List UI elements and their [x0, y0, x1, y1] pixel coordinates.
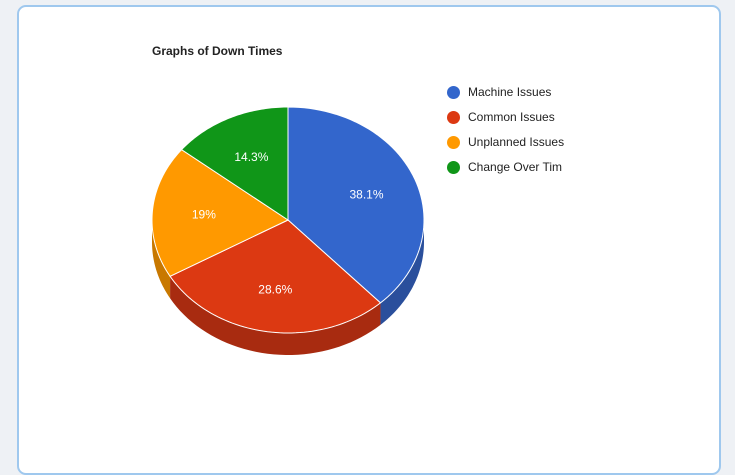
pie-value-label-common-issues: 28.6% — [258, 282, 292, 296]
legend-item-common-issues[interactable]: Common Issues — [447, 109, 607, 126]
legend-label-common-issues: Common Issues — [468, 110, 555, 124]
pie-slice-change-over-tim[interactable] — [180, 106, 289, 221]
chart-legend: Machine Issues Common Issues Unplanned Iss… — [447, 84, 607, 184]
chart-title: Graphs of Down Times — [152, 44, 283, 58]
legend-item-change-over-tim[interactable]: Change Over Tim — [447, 159, 607, 176]
pie-value-labels: 38.1% 28.6% 19% 14.3% — [192, 150, 384, 296]
pie-side-common-issues — [170, 276, 381, 355]
legend-label-unplanned-issues: Unplanned Issues — [468, 135, 565, 149]
legend-swatch-unplanned-issues — [447, 136, 460, 149]
pie-value-label-machine-issues: 38.1% — [349, 187, 383, 201]
pie-slice-common-issues[interactable] — [169, 219, 382, 334]
legend-swatch-change-over-tim — [447, 161, 460, 174]
pie-slice-unplanned-issues[interactable] — [151, 148, 290, 277]
pie-side-walls — [152, 220, 424, 355]
legend-swatch-machine-issues — [447, 86, 460, 99]
pie-side-machine-issues — [380, 220, 424, 325]
pie-side-unplanned-issues — [152, 220, 171, 299]
legend-item-unplanned-issues[interactable]: Unplanned Issues — [447, 134, 607, 151]
legend-swatch-common-issues — [447, 111, 460, 124]
pie-slice-machine-issues[interactable] — [287, 106, 425, 304]
pie-value-label-unplanned-issues: 19% — [192, 208, 216, 222]
legend-label-machine-issues: Machine Issues — [468, 85, 552, 99]
legend-label-change-over-tim: Change Over Tim — [468, 160, 563, 174]
pie-chart: 38.1% 28.6% 19% 14.3% — [151, 106, 425, 355]
pie-slices — [151, 106, 425, 334]
legend-item-machine-issues[interactable]: Machine Issues — [447, 84, 607, 101]
pie-value-label-change-over-tim: 14.3% — [234, 150, 268, 164]
